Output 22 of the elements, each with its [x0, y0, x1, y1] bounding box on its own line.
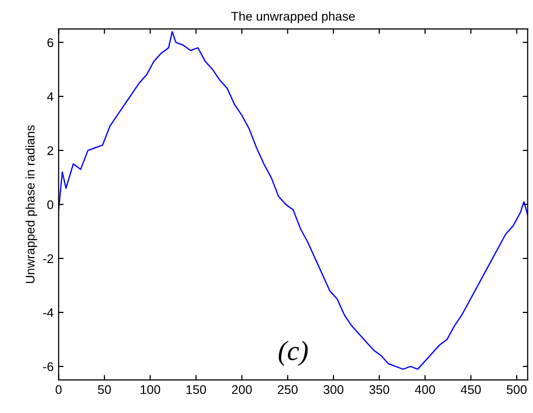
x-tick-label: 400	[414, 385, 436, 394]
x-tick-label: 250	[278, 385, 298, 394]
x-tick-label: 50	[98, 385, 111, 394]
x-tick-label: 100	[140, 385, 160, 394]
x-tick-label: 200	[232, 385, 252, 394]
chart-title: The unwrapped phase	[231, 12, 355, 24]
y-tick-label: 6	[47, 38, 54, 48]
y-tick-label: 4	[47, 92, 54, 101]
x-tick-label: 0	[56, 385, 62, 394]
x-tick-label: 350	[369, 385, 390, 394]
line-series	[58, 30, 528, 370]
x-tick-label: 450	[460, 385, 481, 394]
y-tick-label: -2	[43, 254, 54, 263]
y-tick-label: 0	[47, 200, 54, 210]
y-tick-label: -6	[43, 362, 54, 372]
y-axis-title: Unwrapped phase in radians	[25, 125, 38, 284]
y-tick-label: -4	[43, 308, 54, 317]
x-tick-label: 500	[506, 385, 527, 394]
x-tick-label: 150	[186, 385, 206, 394]
y-tick-label: 2	[47, 146, 54, 155]
x-tick-label: 300	[324, 385, 344, 394]
annotation: (c)	[278, 340, 308, 366]
